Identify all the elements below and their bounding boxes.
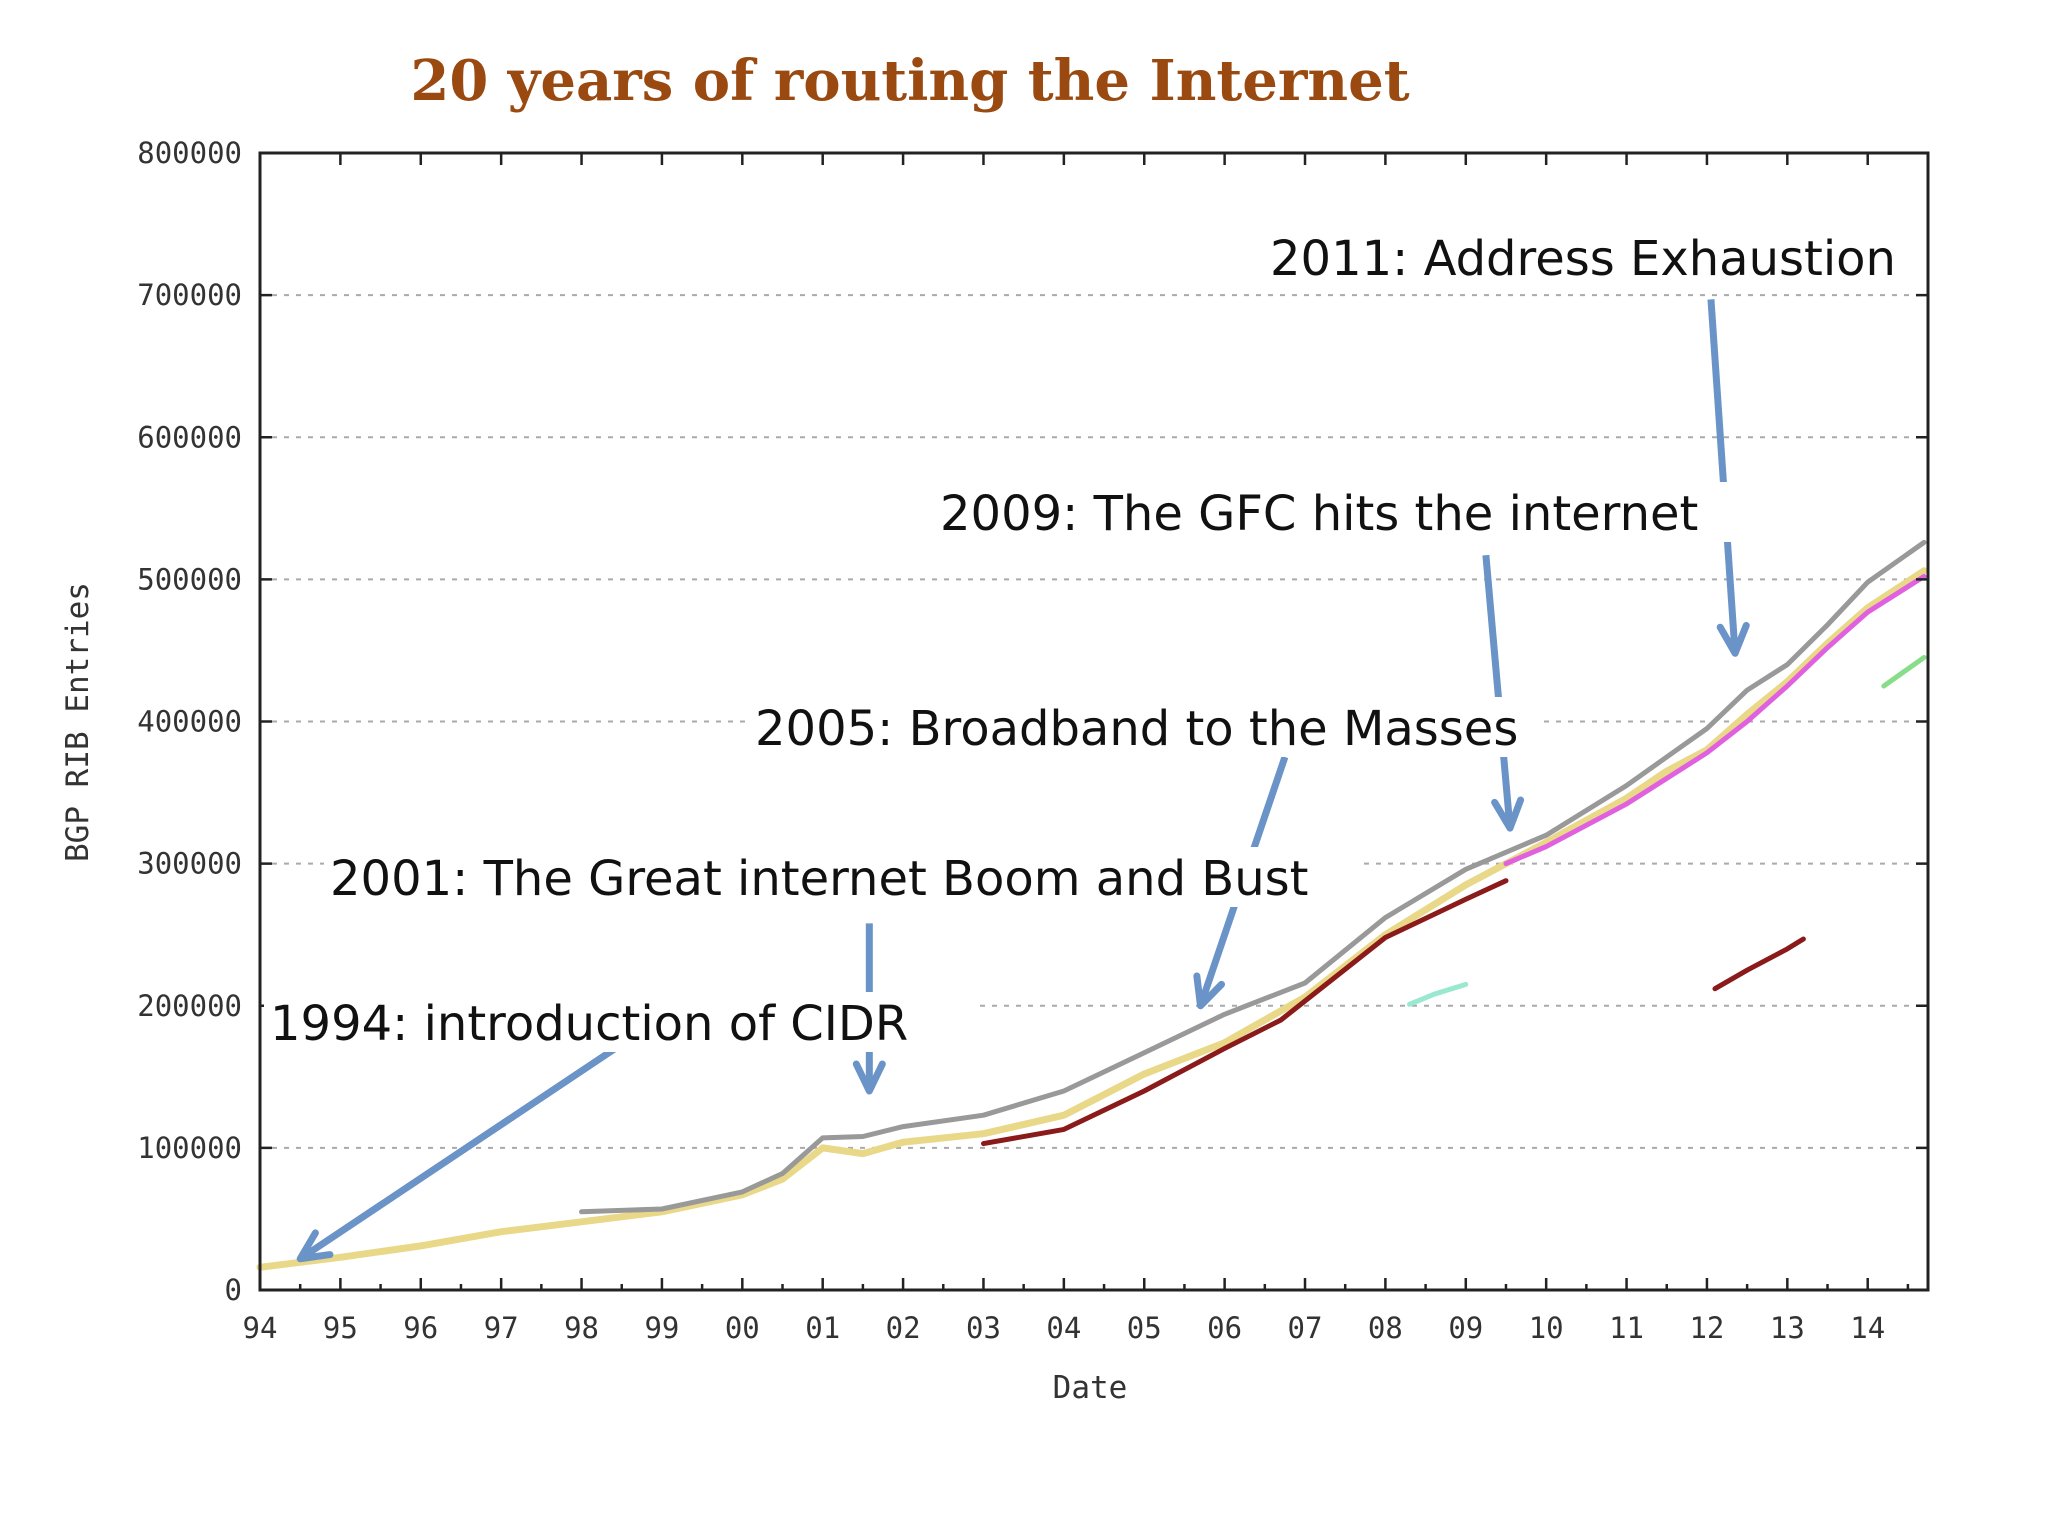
annotation-arrows [296, 299, 1750, 1263]
x-tick-label: 08 [1368, 1311, 1403, 1345]
series-line [256, 567, 1928, 1271]
x-tick-label: 94 [243, 1311, 278, 1345]
chart-title: 20 years of routing the Internet [410, 48, 1409, 114]
series-line [1712, 936, 1806, 992]
x-tick-label: 99 [644, 1311, 679, 1345]
x-axis-label: Date [1053, 1370, 1128, 1406]
series-line [579, 539, 1927, 1215]
annotations: 1994: introduction of CIDR 2001: The Grea… [264, 227, 1924, 1052]
y-tick-label: 600000 [137, 420, 242, 454]
x-tick-label: 09 [1448, 1311, 1483, 1345]
annotation-background [324, 847, 1362, 907]
series-line [1407, 981, 1469, 1007]
x-tick-label: 11 [1609, 1311, 1644, 1345]
x-tick-label: 03 [966, 1311, 1001, 1345]
annotation-background [1264, 227, 1924, 287]
series-line [1503, 574, 1927, 867]
x-tick-label: 12 [1689, 1311, 1724, 1345]
x-tick-label: 05 [1127, 1311, 1162, 1345]
annotation-arrow-head [852, 1060, 886, 1095]
annotation-arrow-shaft [1707, 299, 1739, 654]
x-tick-label: 14 [1850, 1311, 1885, 1345]
x-tick-label: 01 [805, 1311, 840, 1345]
x-tick-label: 06 [1207, 1311, 1242, 1345]
y-tick-label: 300000 [137, 847, 242, 881]
y-tick-label: 200000 [137, 989, 242, 1023]
x-tick-label: 10 [1529, 1311, 1564, 1345]
y-tick-label: 500000 [137, 562, 242, 596]
x-tick-label: 97 [484, 1311, 519, 1345]
annotation-arrow-shaft [298, 1041, 624, 1262]
annotation-text: 2011: Address Exhaustion [1270, 231, 1896, 287]
x-tick-label: 13 [1770, 1311, 1805, 1345]
annotation-arrow-shaft [1482, 554, 1514, 829]
annotation-arrow-head [1491, 796, 1525, 832]
series-line [1881, 655, 1927, 689]
series-lines [256, 539, 1928, 1271]
y-tick-label: 800000 [137, 136, 242, 170]
annotation-text: 2001: The Great internet Boom and Bust [330, 851, 1308, 907]
x-tick-label: 95 [323, 1311, 358, 1345]
x-tick-label: 04 [1046, 1311, 1081, 1345]
annotation-background [749, 697, 1544, 757]
x-tick-label: 00 [725, 1311, 760, 1345]
annotation-background [934, 482, 1783, 542]
x-tick-label: 07 [1288, 1311, 1323, 1345]
series-line [981, 878, 1509, 1147]
annotation-text: 2005: Broadband to the Masses [755, 701, 1518, 757]
annotation-background [264, 992, 978, 1052]
annotation-text: 1994: introduction of CIDR [270, 996, 908, 1052]
annotation-text: 2009: The GFC hits the internet [940, 486, 1698, 542]
annotation-arrow-head [1193, 972, 1226, 1010]
y-axis-label: BGP RIB Entries [60, 582, 96, 862]
x-tick-label: 02 [886, 1311, 921, 1345]
annotation-arrow-head [296, 1229, 334, 1263]
y-tick-label: 100000 [137, 1131, 242, 1165]
annotation-arrow-head [1716, 621, 1750, 657]
y-tick-label: 0 [225, 1273, 242, 1307]
y-tick-label: 700000 [137, 278, 242, 312]
y-tick-label: 400000 [137, 705, 242, 739]
x-tick-label: 96 [403, 1311, 438, 1345]
x-tick-label: 98 [564, 1311, 599, 1345]
axis-ticks: 0 100000 200000 300000 400000 500000 600000 700… [137, 136, 1928, 1345]
